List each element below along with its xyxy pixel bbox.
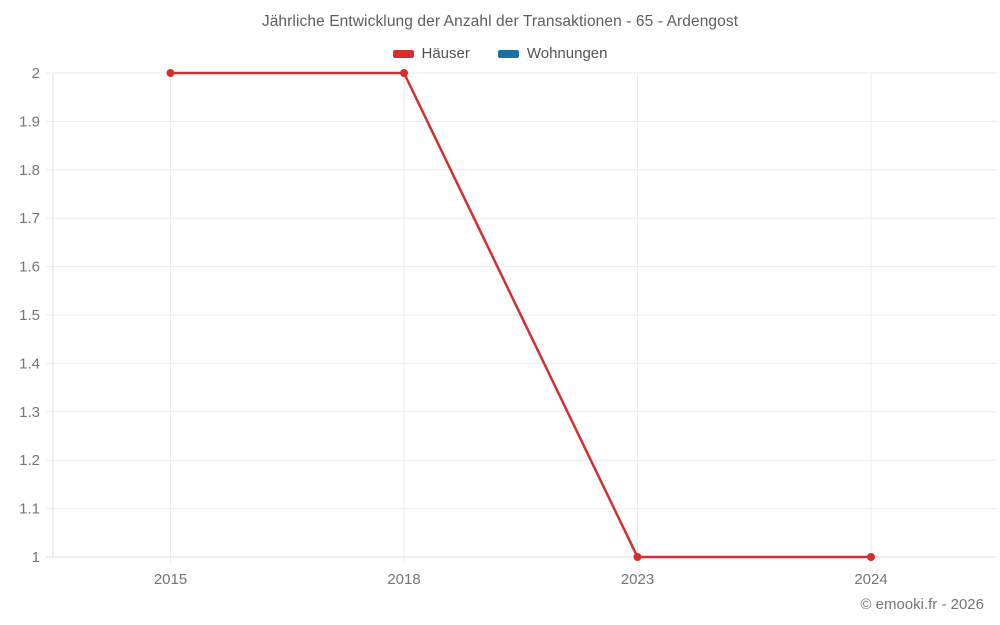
y-tick-label: 1.7 [19,210,40,227]
x-tick-label: 2018 [387,571,420,588]
x-tick-label: 2015 [154,571,187,588]
x-tick-label: 2024 [854,571,887,588]
legend-item-0[interactable]: Häuser [392,45,470,62]
legend-label: Wohnungen [526,45,608,62]
data-point[interactable] [400,69,408,77]
y-tick-label: 1.9 [19,113,40,130]
y-tick-label: 1.3 [19,404,40,421]
data-point[interactable] [166,69,175,77]
chart-legend: Häuser Wohnungen [0,45,1000,62]
y-tick-label: 1.8 [19,162,40,179]
series-line [169,71,873,559]
legend-swatch-icon [392,49,414,58]
data-point[interactable] [633,553,642,561]
y-tick-label: 1.6 [19,259,40,276]
y-tick-label: 1.4 [19,355,40,372]
y-tick-label: 1.1 [19,501,40,518]
y-tick-label: 2 [32,65,40,82]
footer-credit: © emooki.fr - 2026 [860,596,984,613]
y-tick-label: 1 [32,549,40,566]
chart-title: Jährliche Entwicklung der Anzahl der Tra… [261,13,739,30]
x-tick-label: 2023 [621,571,654,588]
legend-label: Häuser [421,45,470,62]
legend-item-1[interactable]: Wohnungen [497,45,608,62]
data-point[interactable] [867,553,875,561]
legend-swatch-icon [497,49,519,58]
y-tick-label: 1.2 [19,452,40,469]
y-tick-label: 1.5 [19,307,40,324]
